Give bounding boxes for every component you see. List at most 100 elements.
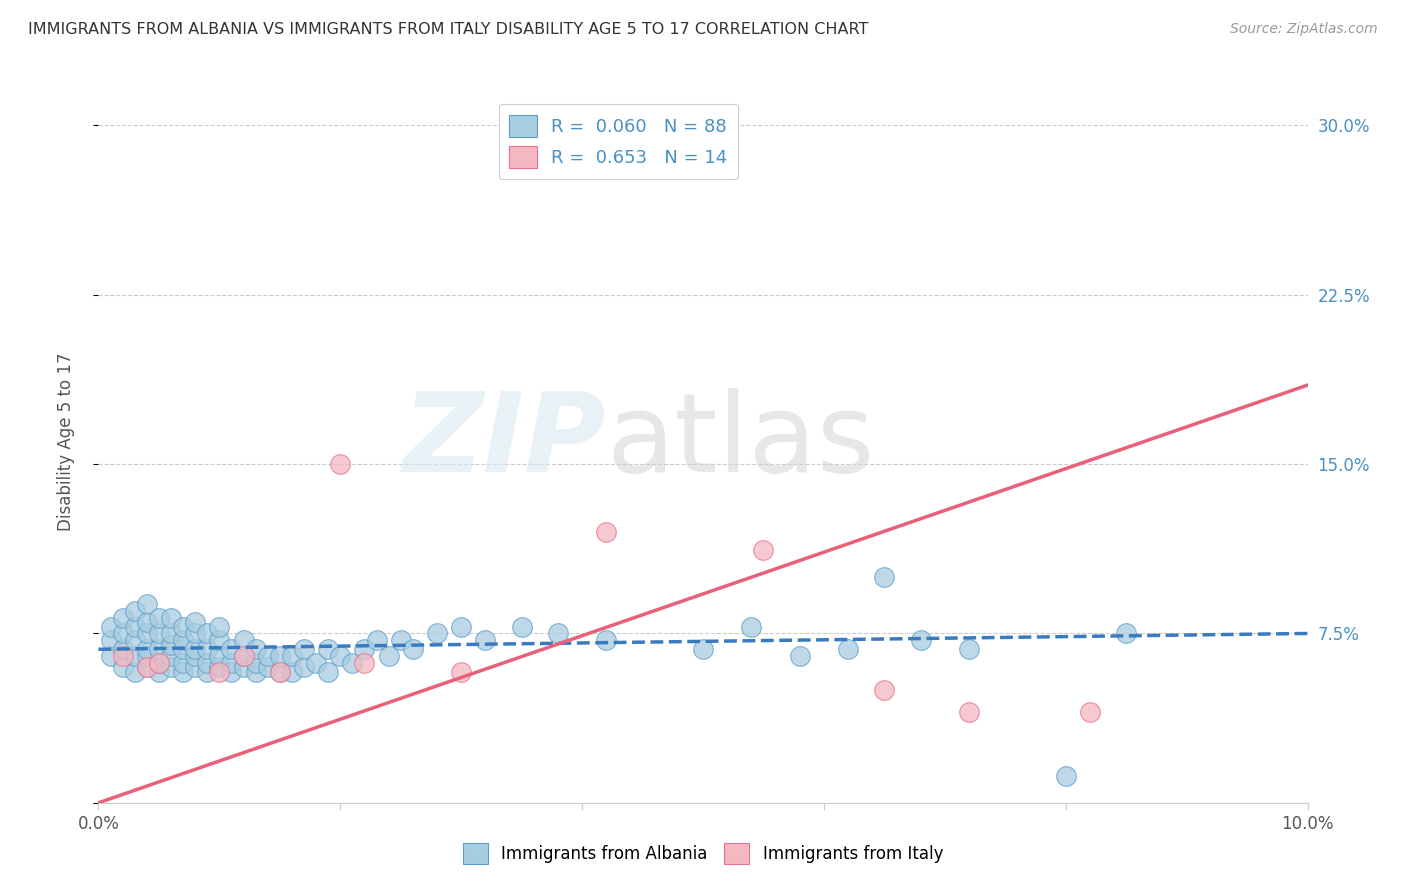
Point xyxy=(160,638,183,652)
Legend: R =  0.060   N = 88, R =  0.653   N = 14: R = 0.060 N = 88, R = 0.653 N = 14 xyxy=(499,103,738,178)
Point xyxy=(172,620,194,634)
Point xyxy=(450,620,472,634)
Point xyxy=(111,648,134,663)
Point xyxy=(195,626,218,640)
Point xyxy=(184,660,207,674)
Point xyxy=(124,604,146,618)
Point xyxy=(873,570,896,584)
Point xyxy=(256,648,278,663)
Point xyxy=(172,665,194,679)
Point xyxy=(148,626,170,640)
Point xyxy=(957,642,980,657)
Point xyxy=(329,648,352,663)
Text: atlas: atlas xyxy=(606,388,875,495)
Point xyxy=(245,656,267,670)
Point xyxy=(245,665,267,679)
Point xyxy=(547,626,569,640)
Point xyxy=(316,665,339,679)
Point xyxy=(232,648,254,663)
Point xyxy=(281,648,304,663)
Point xyxy=(208,660,231,674)
Point xyxy=(269,665,291,679)
Point xyxy=(353,656,375,670)
Point xyxy=(100,633,122,648)
Point xyxy=(221,642,243,657)
Point xyxy=(208,648,231,663)
Point xyxy=(111,626,134,640)
Point xyxy=(1078,706,1101,720)
Point xyxy=(100,620,122,634)
Point xyxy=(135,626,157,640)
Point xyxy=(172,633,194,648)
Point xyxy=(172,642,194,657)
Point xyxy=(450,665,472,679)
Point xyxy=(957,706,980,720)
Point xyxy=(195,656,218,670)
Point xyxy=(329,457,352,471)
Point xyxy=(111,610,134,624)
Point xyxy=(910,633,932,648)
Point xyxy=(873,682,896,697)
Point xyxy=(837,642,859,657)
Point xyxy=(148,642,170,657)
Point xyxy=(221,665,243,679)
Point xyxy=(124,633,146,648)
Point xyxy=(184,642,207,657)
Point xyxy=(595,524,617,539)
Point xyxy=(135,660,157,674)
Point xyxy=(160,626,183,640)
Point xyxy=(208,633,231,648)
Text: Source: ZipAtlas.com: Source: ZipAtlas.com xyxy=(1230,22,1378,37)
Legend: Immigrants from Albania, Immigrants from Italy: Immigrants from Albania, Immigrants from… xyxy=(456,837,950,871)
Point xyxy=(789,648,811,663)
Point xyxy=(366,633,388,648)
Point xyxy=(135,642,157,657)
Point xyxy=(148,665,170,679)
Point xyxy=(208,665,231,679)
Point xyxy=(377,648,399,663)
Point xyxy=(135,615,157,630)
Text: IMMIGRANTS FROM ALBANIA VS IMMIGRANTS FROM ITALY DISABILITY AGE 5 TO 17 CORRELAT: IMMIGRANTS FROM ALBANIA VS IMMIGRANTS FR… xyxy=(28,22,869,37)
Point xyxy=(232,648,254,663)
Text: ZIP: ZIP xyxy=(402,388,606,495)
Point xyxy=(292,660,315,674)
Point xyxy=(256,660,278,674)
Point xyxy=(245,642,267,657)
Point xyxy=(221,656,243,670)
Point xyxy=(1115,626,1137,640)
Point xyxy=(111,660,134,674)
Point xyxy=(316,642,339,657)
Point xyxy=(342,656,364,670)
Point xyxy=(281,665,304,679)
Point xyxy=(474,633,496,648)
Point xyxy=(184,615,207,630)
Point xyxy=(184,648,207,663)
Point xyxy=(292,642,315,657)
Point xyxy=(148,656,170,670)
Point xyxy=(269,648,291,663)
Point xyxy=(184,626,207,640)
Point xyxy=(148,610,170,624)
Point xyxy=(353,642,375,657)
Point xyxy=(148,656,170,670)
Point xyxy=(1054,769,1077,783)
Point xyxy=(160,660,183,674)
Point xyxy=(124,648,146,663)
Point xyxy=(595,633,617,648)
Point xyxy=(195,665,218,679)
Point xyxy=(124,665,146,679)
Point xyxy=(269,665,291,679)
Y-axis label: Disability Age 5 to 17: Disability Age 5 to 17 xyxy=(56,352,75,531)
Point xyxy=(692,642,714,657)
Point xyxy=(195,642,218,657)
Point xyxy=(124,620,146,634)
Point xyxy=(135,648,157,663)
Point xyxy=(100,648,122,663)
Point xyxy=(160,610,183,624)
Point xyxy=(135,660,157,674)
Point xyxy=(172,656,194,670)
Point xyxy=(160,648,183,663)
Point xyxy=(232,633,254,648)
Point xyxy=(135,597,157,611)
Point xyxy=(111,642,134,657)
